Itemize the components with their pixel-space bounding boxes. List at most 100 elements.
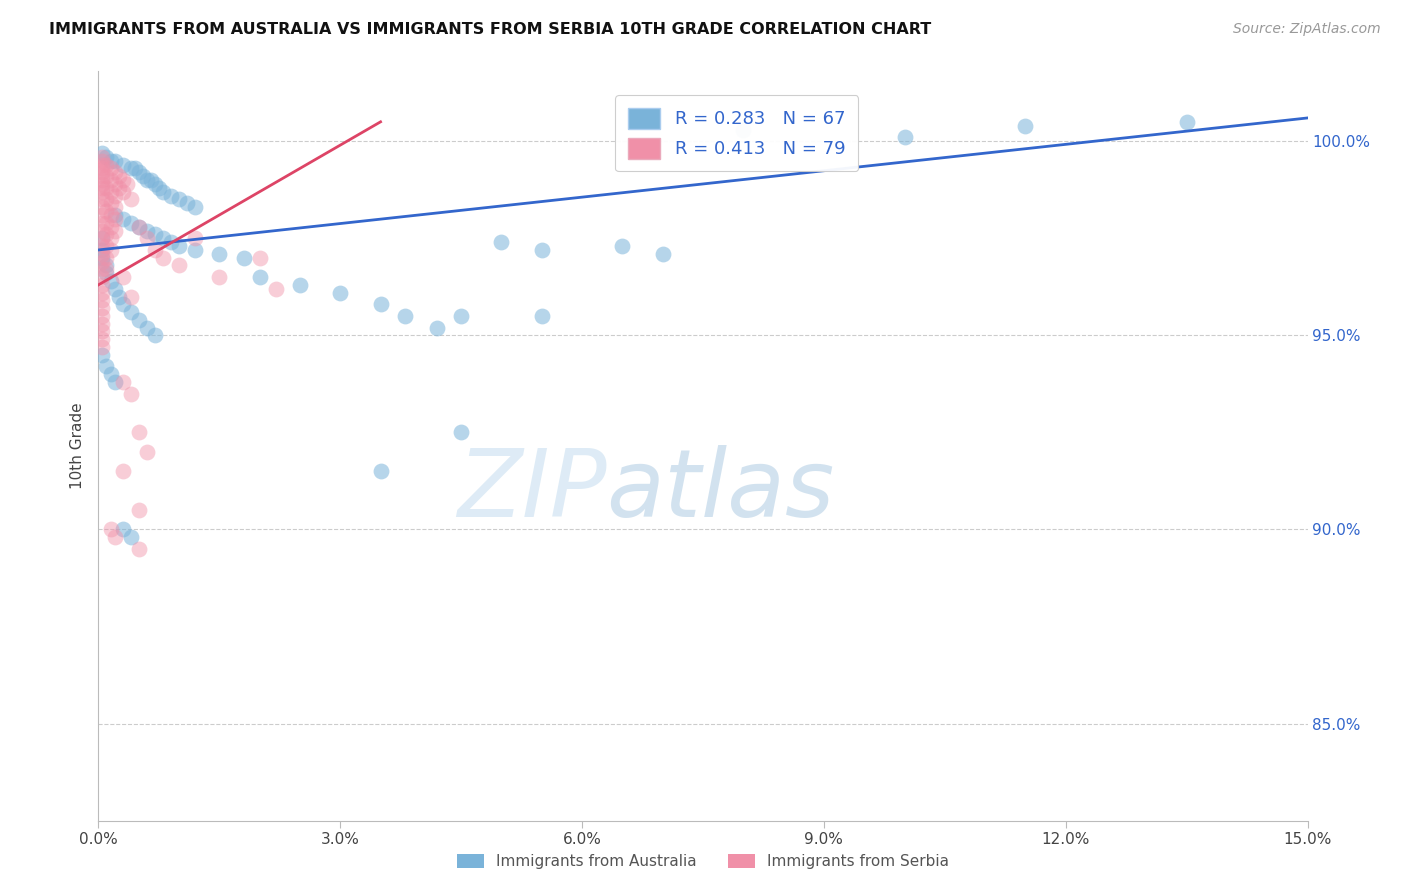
- Point: [91, 301, 114, 315]
- Point: [96, 359, 118, 374]
- Point: [135, 223, 157, 237]
- Point: [530, 309, 553, 323]
- Point: [160, 235, 183, 250]
- Point: [128, 219, 150, 234]
- Point: [96, 262, 118, 277]
- Point: [103, 177, 125, 191]
- Point: [232, 251, 254, 265]
- Y-axis label: 10th Grade: 10th Grade: [70, 402, 86, 490]
- Point: [91, 145, 114, 160]
- Point: [96, 251, 118, 265]
- Point: [1175, 115, 1198, 129]
- Point: [612, 239, 634, 253]
- Point: [111, 211, 134, 226]
- Point: [96, 193, 118, 207]
- Point: [651, 247, 673, 261]
- Point: [143, 328, 166, 343]
- Point: [91, 193, 114, 207]
- Point: [893, 130, 915, 145]
- Point: [91, 285, 114, 300]
- Point: [143, 227, 166, 242]
- Point: [91, 325, 114, 339]
- Point: [107, 169, 129, 184]
- Point: [91, 153, 114, 168]
- Point: [100, 185, 122, 199]
- Point: [91, 200, 114, 214]
- Point: [264, 282, 287, 296]
- Point: [91, 231, 114, 245]
- Point: [91, 216, 114, 230]
- Point: [184, 231, 207, 245]
- Point: [111, 523, 134, 537]
- Point: [91, 177, 114, 191]
- Point: [733, 122, 755, 136]
- Point: [288, 277, 311, 292]
- Point: [124, 161, 146, 176]
- Point: [120, 216, 142, 230]
- Point: [91, 277, 114, 292]
- Point: [103, 153, 125, 168]
- Point: [91, 243, 114, 257]
- Point: [111, 464, 134, 478]
- Point: [91, 185, 114, 199]
- Point: [100, 231, 122, 245]
- Point: [103, 188, 125, 202]
- Point: [249, 251, 271, 265]
- Point: [103, 208, 125, 222]
- Point: [111, 270, 134, 285]
- Point: [103, 223, 125, 237]
- Text: Source: ZipAtlas.com: Source: ZipAtlas.com: [1233, 22, 1381, 37]
- Point: [111, 185, 134, 199]
- Point: [100, 367, 122, 381]
- Point: [100, 274, 122, 288]
- Point: [160, 188, 183, 202]
- Point: [100, 219, 122, 234]
- Point: [111, 173, 134, 187]
- Point: [91, 309, 114, 323]
- Point: [176, 196, 198, 211]
- Point: [152, 251, 174, 265]
- Point: [184, 243, 207, 257]
- Point: [91, 254, 114, 268]
- Point: [91, 181, 114, 195]
- Point: [143, 243, 166, 257]
- Point: [96, 181, 118, 195]
- Point: [132, 169, 155, 184]
- Point: [120, 193, 142, 207]
- Point: [128, 503, 150, 517]
- Point: [100, 243, 122, 257]
- Point: [394, 309, 416, 323]
- Point: [103, 165, 125, 179]
- Point: [91, 262, 114, 277]
- Point: [115, 177, 138, 191]
- Point: [91, 173, 114, 187]
- Point: [91, 247, 114, 261]
- Point: [103, 282, 125, 296]
- Point: [120, 289, 142, 303]
- Point: [111, 375, 134, 389]
- Point: [135, 173, 157, 187]
- Legend: R = 0.283   N = 67, R = 0.413   N = 79: R = 0.283 N = 67, R = 0.413 N = 79: [616, 95, 858, 171]
- Point: [91, 157, 114, 171]
- Point: [96, 216, 118, 230]
- Point: [491, 235, 513, 250]
- Point: [120, 305, 142, 319]
- Point: [152, 185, 174, 199]
- Point: [96, 150, 118, 164]
- Point: [96, 239, 118, 253]
- Text: ZIP: ZIP: [457, 445, 606, 536]
- Point: [426, 320, 449, 334]
- Point: [103, 211, 125, 226]
- Point: [370, 297, 392, 311]
- Point: [167, 193, 190, 207]
- Point: [91, 165, 114, 179]
- Point: [100, 161, 122, 176]
- Point: [208, 270, 231, 285]
- Point: [91, 251, 114, 265]
- Legend: Immigrants from Australia, Immigrants from Serbia: Immigrants from Australia, Immigrants fr…: [450, 848, 956, 875]
- Point: [139, 173, 162, 187]
- Point: [135, 445, 157, 459]
- Point: [167, 239, 190, 253]
- Point: [96, 227, 118, 242]
- Point: [100, 523, 122, 537]
